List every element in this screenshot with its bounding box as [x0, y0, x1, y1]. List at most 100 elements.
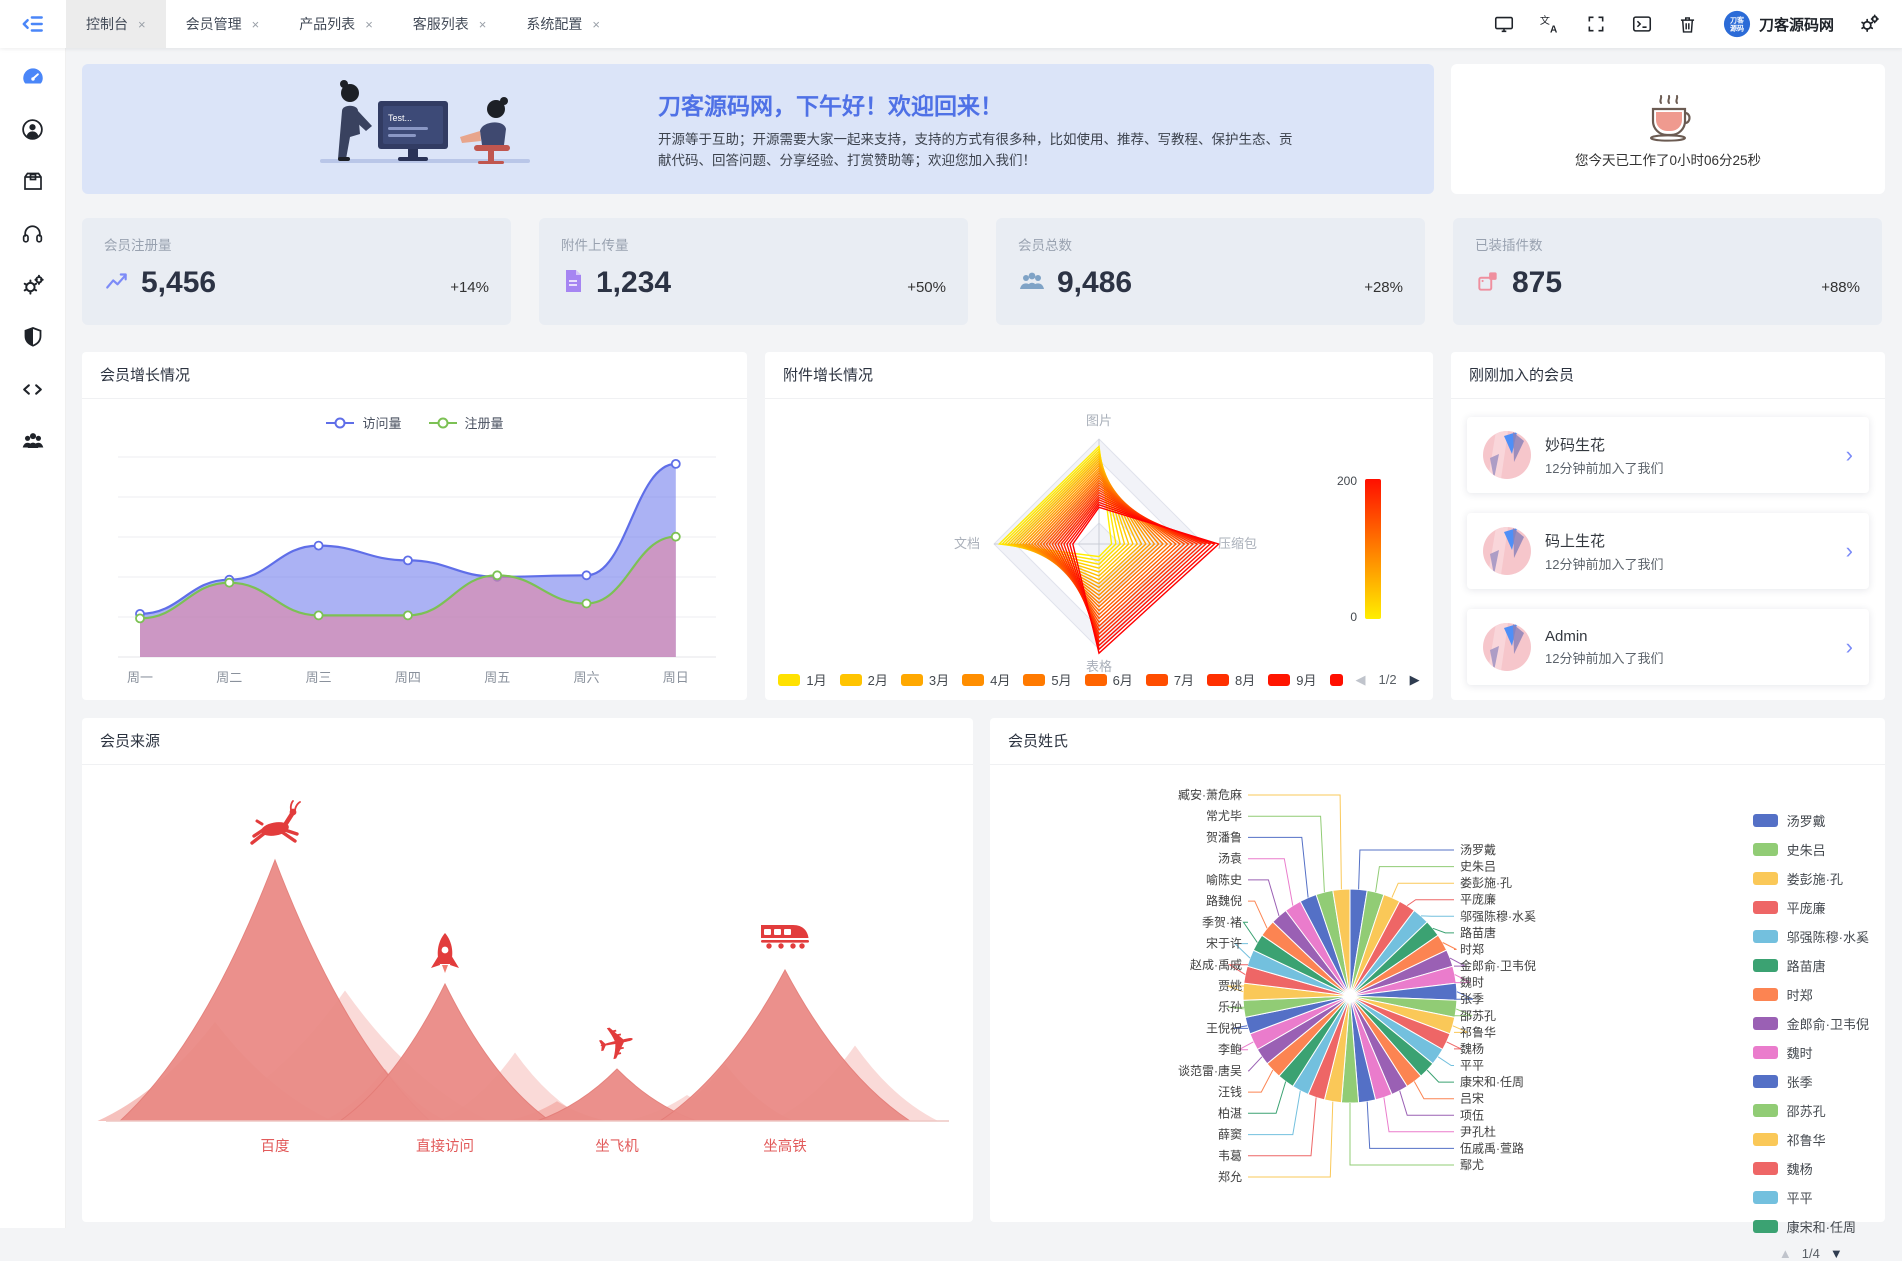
surname-legend-label: 邬强陈穆·水奚 [1787, 927, 1869, 946]
member-row-2[interactable]: Admin 12分钟前加入了我们 › [1467, 609, 1869, 685]
growth-chart-legend: 访问量 注册量 [82, 413, 747, 432]
tab-1[interactable]: 会员管理 × [166, 0, 280, 48]
svg-text:百度: 百度 [261, 1138, 290, 1155]
tab-close-icon[interactable]: × [479, 17, 487, 32]
surname-legend-item-11[interactable]: 祁鲁华 [1753, 1130, 1869, 1149]
month-legend-4[interactable]: 5月 [1023, 670, 1071, 689]
surname-legend-item-3[interactable]: 平庞廉 [1753, 898, 1869, 917]
surname-legend-item-5[interactable]: 路苗唐 [1753, 956, 1869, 975]
svg-text:源码: 源码 [1730, 24, 1744, 33]
legend-item-1[interactable]: 注册量 [428, 413, 504, 432]
surname-legend-item-1[interactable]: 史朱吕 [1753, 840, 1869, 859]
month-legend-8[interactable]: 9月 [1268, 670, 1316, 689]
svg-text:周二: 周二 [216, 670, 242, 685]
surname-legend-item-13[interactable]: 平平 [1753, 1188, 1869, 1207]
tab-close-icon[interactable]: × [138, 17, 146, 32]
member-source-card: 会员来源 ✈ 百度直接访问坐飞机坐高铁 [82, 718, 973, 1222]
surname-legend-item-8[interactable]: 魏时 [1753, 1043, 1869, 1062]
tab-close-icon[interactable]: × [592, 17, 600, 32]
svg-text:文: 文 [1540, 14, 1550, 27]
legend-item-0[interactable]: 访问量 [325, 413, 401, 432]
svg-text:邵苏孔: 邵苏孔 [1460, 1009, 1496, 1023]
member-info: 码上生花 12分钟前加入了我们 [1545, 530, 1663, 573]
month-legend-3[interactable]: 4月 [962, 670, 1010, 689]
svg-text:路魏倪: 路魏倪 [1206, 893, 1242, 908]
gears-icon[interactable] [1858, 13, 1880, 35]
new-members-card: 刚刚加入的会员 妙码生花 12分钟前加入了我们 › [1451, 352, 1885, 700]
svg-text:张季: 张季 [1460, 992, 1484, 1006]
svg-text:汤罗戴: 汤罗戴 [1460, 842, 1496, 857]
tab-0[interactable]: 控制台 × [66, 0, 166, 48]
svg-text:图片: 图片 [1086, 413, 1112, 428]
month-legend-7[interactable]: 8月 [1207, 670, 1255, 689]
month-legend-2[interactable]: 3月 [901, 670, 949, 689]
svg-text:平平: 平平 [1460, 1059, 1484, 1073]
new-members-title: 刚刚加入的会员 [1451, 352, 1885, 399]
month-legend-6[interactable]: 7月 [1146, 670, 1194, 689]
svg-text:金郎俞·卫韦倪: 金郎俞·卫韦倪 [1460, 958, 1536, 973]
month-label: 3月 [929, 670, 949, 689]
month-legend-5[interactable]: 6月 [1085, 670, 1133, 689]
terminal-icon[interactable] [1631, 13, 1653, 35]
svg-text:伍戚禹·萱路: 伍戚禹·萱路 [1460, 1140, 1524, 1155]
surname-legend-item-12[interactable]: 魏杨 [1753, 1159, 1869, 1178]
surname-legend-label: 邵苏孔 [1787, 1101, 1826, 1120]
member-info: Admin 12分钟前加入了我们 [1545, 628, 1663, 667]
tab-close-icon[interactable]: × [252, 17, 260, 32]
surname-legend-item-0[interactable]: 汤罗戴 [1753, 811, 1869, 830]
sidebar-item-products[interactable] [20, 168, 46, 194]
surname-legend-item-9[interactable]: 张季 [1753, 1072, 1869, 1091]
trash-icon[interactable] [1677, 13, 1699, 35]
svg-text:魏时: 魏时 [1460, 975, 1484, 990]
member-row-0[interactable]: 妙码生花 12分钟前加入了我们 › [1467, 417, 1869, 493]
sidebar-item-security[interactable] [20, 324, 46, 350]
legend-page-down-icon[interactable]: ▼ [1830, 1246, 1843, 1261]
sidebar-item-dashboard[interactable] [20, 64, 46, 90]
svg-text:王倪祝: 王倪祝 [1206, 1021, 1242, 1035]
sidebar-item-settings[interactable] [20, 272, 46, 298]
surname-legend-label: 魏杨 [1787, 1159, 1813, 1178]
main-content: Test... [66, 48, 1902, 1228]
svg-text:臧安·萧危麻: 臧安·萧危麻 [1178, 787, 1242, 802]
radar-legend-page: 1/2 [1379, 672, 1397, 687]
radar-month-legend: 1月 2月 3月 4月 5月 6月 7月 8月 9月 ◀ 1/2 ▶ [765, 670, 1433, 689]
surname-legend-item-4[interactable]: 邬强陈穆·水奚 [1753, 927, 1869, 946]
month-legend-0[interactable]: 1月 [778, 670, 826, 689]
radar-legend-prev-icon[interactable]: ◀ [1356, 672, 1366, 688]
tab-close-icon[interactable]: × [365, 17, 373, 32]
surname-legend-item-7[interactable]: 金郎俞·卫韦倪 [1753, 1014, 1869, 1033]
month-swatch-partial [1330, 674, 1343, 686]
surname-legend-item-6[interactable]: 时郑 [1753, 985, 1869, 1004]
sidebar-item-members[interactable] [20, 116, 46, 142]
month-label: 4月 [990, 670, 1010, 689]
radar-legend-next-icon[interactable]: ▶ [1410, 672, 1420, 688]
tab-2[interactable]: 产品列表 × [279, 0, 393, 48]
surname-pie-body: 汤罗戴史朱吕娄彭施·孔平庞廉邬强陈穆·水奚路苗唐时郑金郎俞·卫韦倪魏时张季邵苏孔… [990, 765, 1885, 1226]
sidebar-collapse-icon[interactable] [0, 0, 66, 48]
svg-text:汪钱: 汪钱 [1218, 1084, 1242, 1099]
sidebar-item-support[interactable] [20, 220, 46, 246]
svg-text:周一: 周一 [127, 670, 153, 685]
surname-legend-item-10[interactable]: 邵苏孔 [1753, 1101, 1869, 1120]
stat-value: 5,456 [141, 266, 216, 300]
surname-legend-item-2[interactable]: 娄彭施·孔 [1753, 869, 1869, 888]
member-row-1[interactable]: 码上生花 12分钟前加入了我们 › [1467, 513, 1869, 589]
surname-legend-label: 康宋和·任周 [1787, 1217, 1856, 1236]
month-legend-1[interactable]: 2月 [840, 670, 888, 689]
svg-text:史朱吕: 史朱吕 [1460, 860, 1496, 874]
users-icon [1018, 269, 1046, 298]
brand[interactable]: 刀客 源码 刀客源码网 [1723, 10, 1834, 38]
fullscreen-icon[interactable] [1585, 13, 1607, 35]
work-timer-card: 您今天已工作了0小时06分25秒 [1451, 64, 1885, 194]
tab-4[interactable]: 系统配置 × [506, 0, 620, 48]
legend-page-up-icon[interactable]: ▲ [1779, 1246, 1792, 1261]
tab-3[interactable]: 客服列表 × [393, 0, 507, 48]
monitor-icon[interactable] [1493, 13, 1515, 35]
svg-text:宋于许: 宋于许 [1206, 936, 1242, 951]
stat-card-1: 附件上传量 1,234 +50% [539, 218, 968, 325]
sidebar-item-code[interactable] [20, 376, 46, 402]
surname-legend-item-14[interactable]: 康宋和·任周 [1753, 1217, 1869, 1236]
sidebar-item-community[interactable] [20, 428, 46, 454]
svg-text:韦葛: 韦葛 [1218, 1149, 1242, 1163]
